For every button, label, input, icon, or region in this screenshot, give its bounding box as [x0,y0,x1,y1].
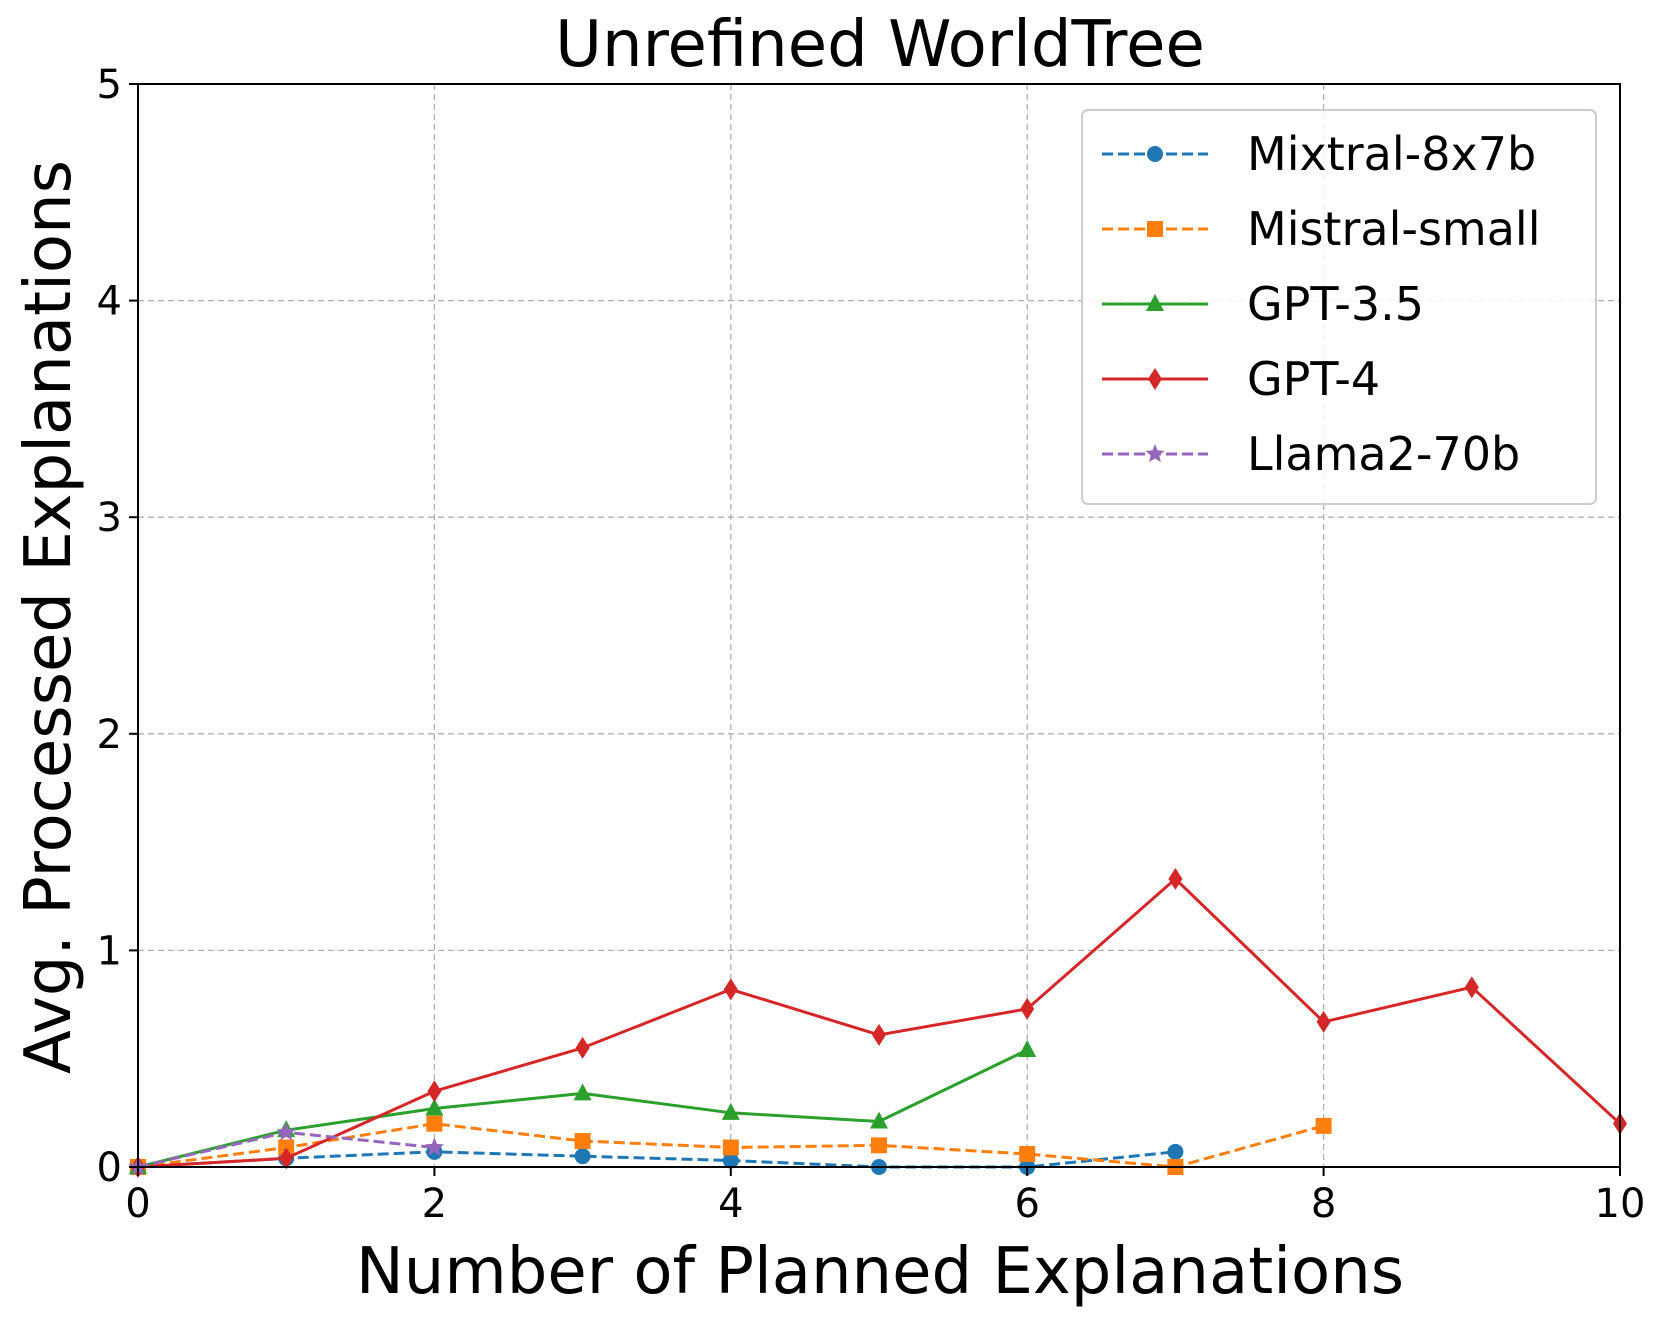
data-point [870,1111,888,1129]
axis-ticks: 0 2 4 6 8 10 0 1 2 3 4 5 [97,62,1646,1227]
x-tick-label: 4 [718,1181,743,1227]
y-tick-label: 3 [97,495,122,541]
legend-box [1081,109,1597,505]
data-point [1315,1117,1332,1134]
y-tick-label: 2 [97,712,122,758]
data-point [871,1137,887,1154]
data-point [1464,976,1479,999]
x-tick-label: 8 [1311,1181,1336,1227]
data-point [722,1152,739,1169]
data-point [424,1137,444,1156]
data-point [426,1115,443,1132]
legend-marker [1147,146,1163,162]
y-tick-label: 5 [97,62,122,108]
data-point [574,1148,591,1165]
x-tick-label: 6 [1014,1181,1039,1227]
data-point [1168,867,1183,890]
legend-label: GPT-3.5 [1247,277,1424,331]
legend-label: Mistral-small [1247,202,1540,256]
data-point [279,1147,294,1170]
data-point [573,1083,592,1101]
y-tick-label: 4 [97,279,122,325]
data-point [721,1102,740,1120]
data-point [1019,1146,1036,1163]
legend-item: GPT-3.5 [1102,277,1424,331]
legend: Mixtral-8x7b Mistral-small GPT-3.5 GPT-4 Lla… [1081,109,1597,505]
legend-item: Llama2-70b [1102,427,1520,481]
legend-item: Mistral-small [1102,202,1540,256]
legend-marker [1146,294,1164,311]
legend-marker [1145,444,1165,463]
data-point [427,1080,442,1103]
legend-marker [1148,368,1162,390]
legend-item: Mixtral-8x7b [1102,127,1536,181]
data-point [722,1139,739,1156]
x-tick-label: 2 [422,1181,447,1227]
x-axis-label: Number of Planned Explanations [356,1235,1404,1309]
legend-label: Mixtral-8x7b [1247,127,1536,181]
legend-label: GPT-4 [1247,352,1380,406]
legend-label: Llama2-70b [1247,427,1520,481]
y-tick-label: 0 [97,1145,122,1191]
x-tick-label: 10 [1595,1181,1646,1227]
x-tick-label: 0 [125,1181,150,1227]
plot-frame [137,83,1621,1168]
data-point [574,1133,591,1150]
data-point [723,978,738,1001]
series-llama2-70b [128,1122,444,1176]
data-point [1167,1143,1184,1160]
y-axis-label: Avg. Processed Explanations [12,160,86,1074]
data-point [425,1098,444,1116]
data-point [276,1122,296,1141]
data-point [1316,1010,1331,1033]
chart-title: Unrefined WorldTree [555,8,1205,82]
legend-item: GPT-4 [1102,352,1380,406]
data-point [575,1036,590,1059]
data-point [872,1023,886,1046]
data-point [1020,997,1035,1020]
legend-marker [1147,221,1163,237]
y-tick-label: 1 [97,928,122,974]
data-point [1018,1040,1037,1058]
